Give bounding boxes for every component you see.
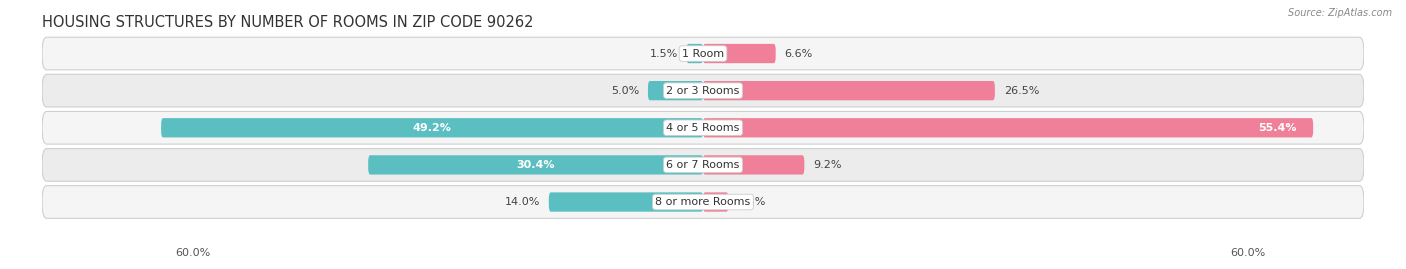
Text: 5.0%: 5.0% (610, 86, 640, 96)
Text: 9.2%: 9.2% (813, 160, 842, 170)
Text: 6 or 7 Rooms: 6 or 7 Rooms (666, 160, 740, 170)
Text: 60.0%: 60.0% (176, 248, 211, 258)
FancyBboxPatch shape (42, 37, 1364, 70)
Text: Source: ZipAtlas.com: Source: ZipAtlas.com (1288, 8, 1392, 18)
Text: HOUSING STRUCTURES BY NUMBER OF ROOMS IN ZIP CODE 90262: HOUSING STRUCTURES BY NUMBER OF ROOMS IN… (42, 15, 534, 30)
FancyBboxPatch shape (703, 118, 1313, 137)
Text: 14.0%: 14.0% (505, 197, 540, 207)
Text: 26.5%: 26.5% (1004, 86, 1039, 96)
Text: 1 Room: 1 Room (682, 48, 724, 59)
FancyBboxPatch shape (162, 118, 703, 137)
FancyBboxPatch shape (703, 192, 728, 212)
FancyBboxPatch shape (686, 44, 703, 63)
Text: 1.5%: 1.5% (650, 48, 678, 59)
FancyBboxPatch shape (648, 81, 703, 100)
Text: 49.2%: 49.2% (412, 123, 451, 133)
Text: 2.3%: 2.3% (737, 197, 765, 207)
FancyBboxPatch shape (368, 155, 703, 175)
FancyBboxPatch shape (703, 81, 995, 100)
FancyBboxPatch shape (42, 74, 1364, 107)
Text: 30.4%: 30.4% (516, 160, 555, 170)
FancyBboxPatch shape (703, 155, 804, 175)
Text: 8 or more Rooms: 8 or more Rooms (655, 197, 751, 207)
FancyBboxPatch shape (703, 44, 776, 63)
FancyBboxPatch shape (548, 192, 703, 212)
Text: 60.0%: 60.0% (1230, 248, 1265, 258)
Text: 4 or 5 Rooms: 4 or 5 Rooms (666, 123, 740, 133)
FancyBboxPatch shape (42, 148, 1364, 181)
Text: 2 or 3 Rooms: 2 or 3 Rooms (666, 86, 740, 96)
FancyBboxPatch shape (42, 186, 1364, 218)
Text: 6.6%: 6.6% (785, 48, 813, 59)
FancyBboxPatch shape (42, 111, 1364, 144)
Text: 55.4%: 55.4% (1258, 123, 1296, 133)
